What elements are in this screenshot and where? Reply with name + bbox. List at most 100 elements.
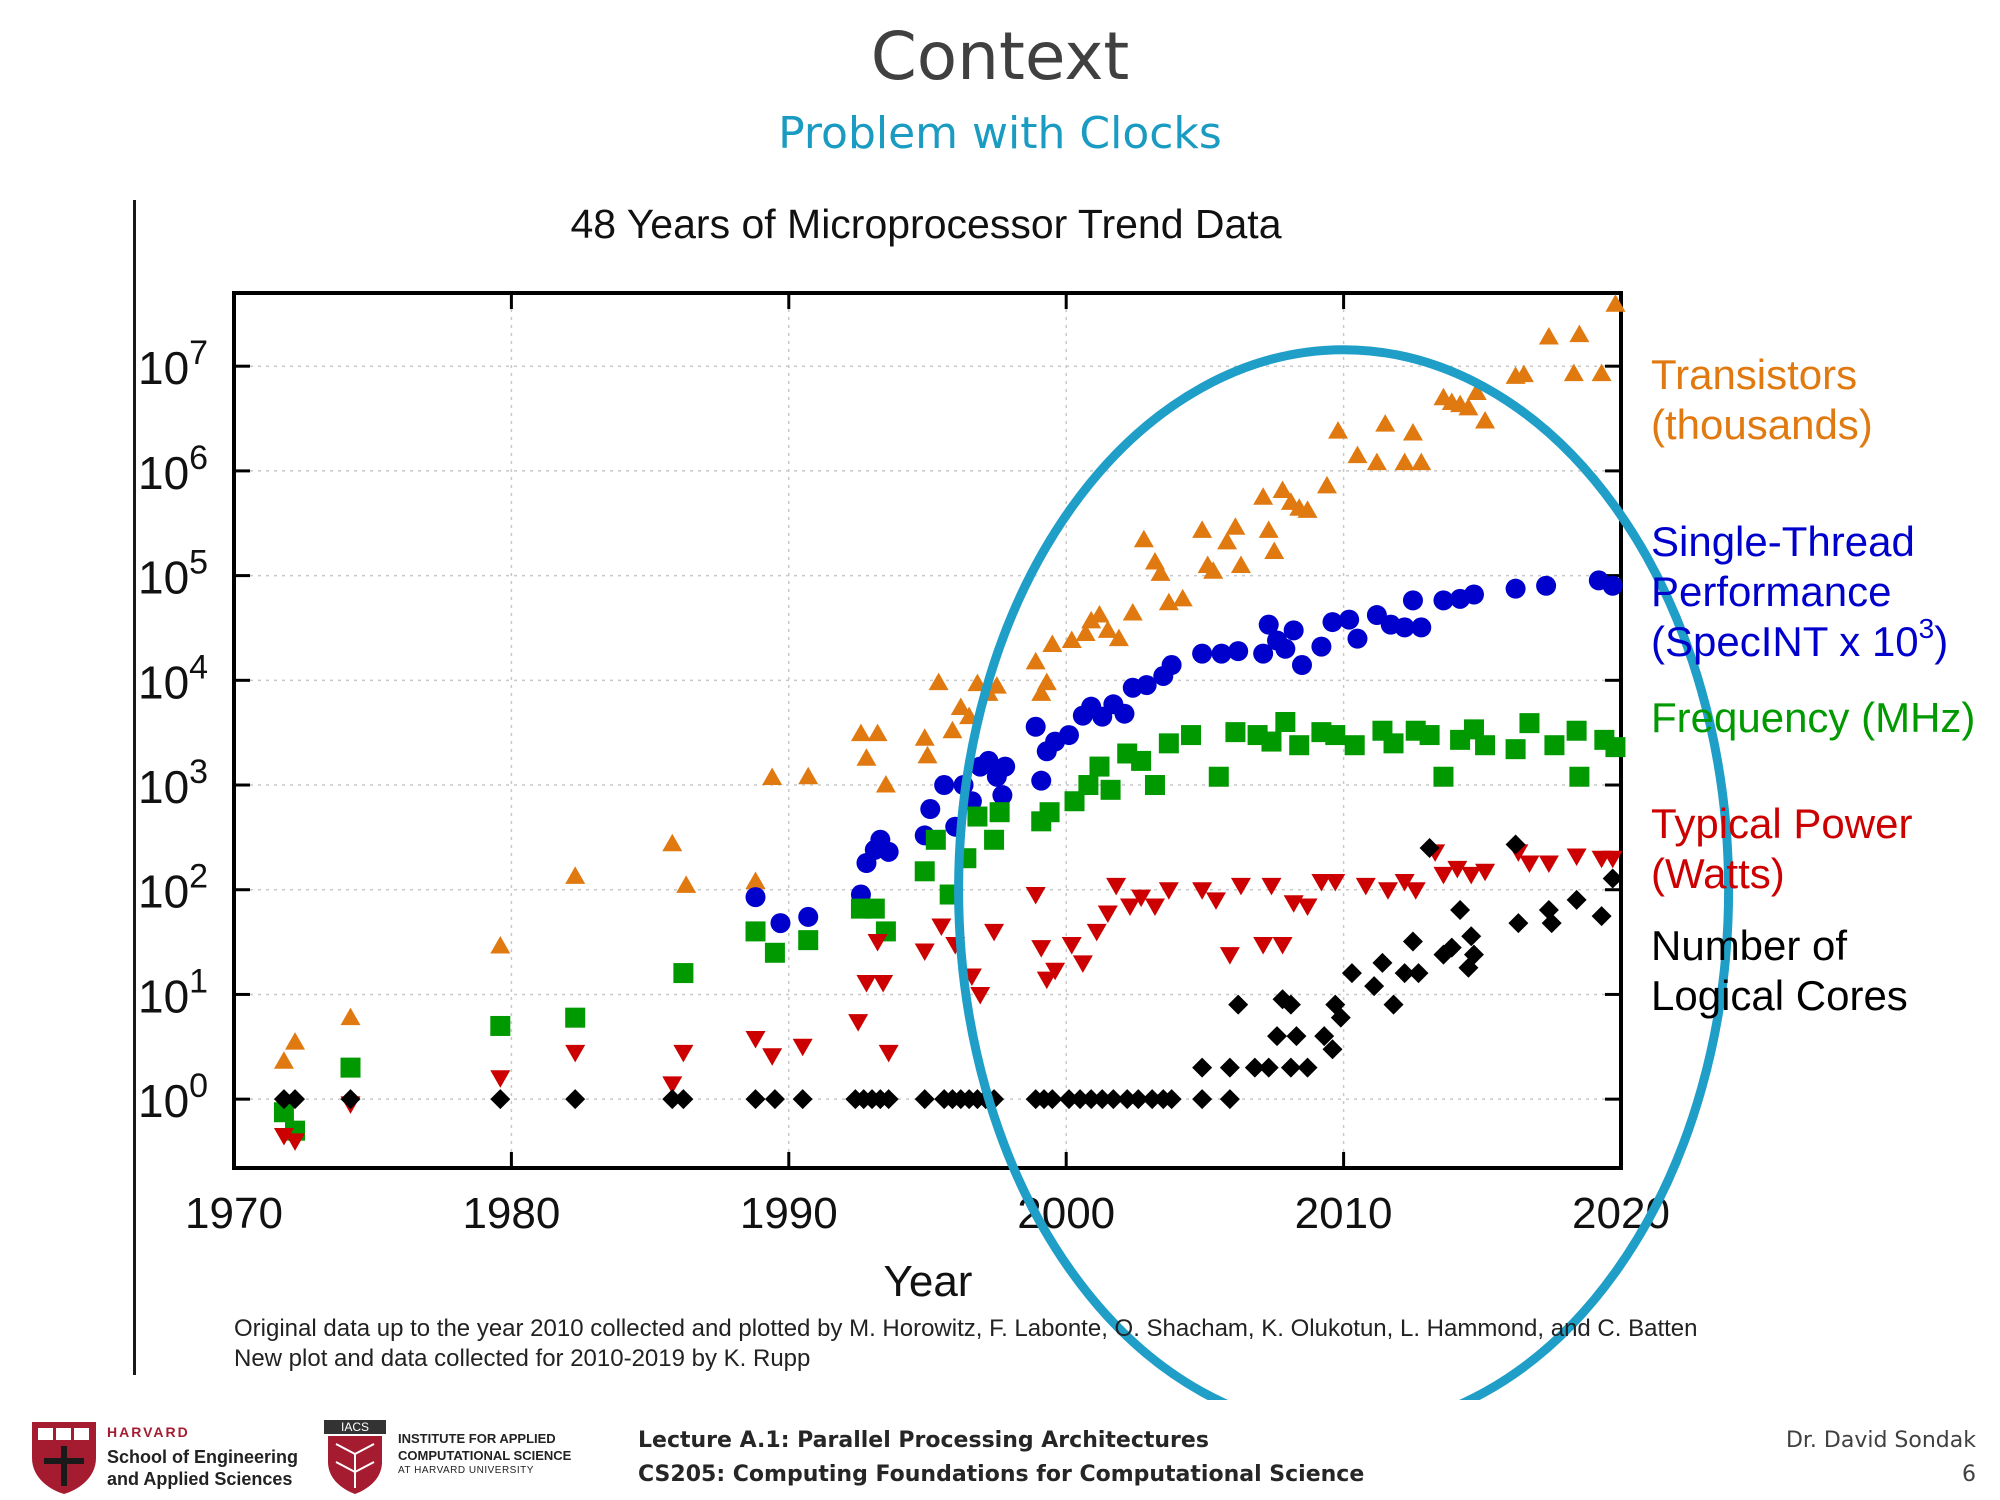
data-point [1036, 971, 1057, 990]
data-point [1347, 445, 1368, 464]
data-point [490, 1070, 511, 1088]
data-point [1064, 791, 1085, 812]
plot-frame [232, 291, 1623, 1170]
data-point [1355, 877, 1376, 896]
data-point [1031, 770, 1052, 791]
highlight-ellipse [954, 345, 1733, 1400]
data-point [1344, 735, 1365, 756]
data-point [1253, 487, 1274, 505]
data-point [875, 775, 896, 793]
data-point [1466, 382, 1487, 401]
series-2 [273, 711, 1626, 1141]
data-point [1230, 877, 1251, 896]
data-point [1591, 363, 1612, 382]
data-point [745, 1030, 766, 1049]
data-point [1097, 905, 1118, 923]
data-point [1070, 1089, 1091, 1110]
data-point [1089, 756, 1110, 777]
data-point [1089, 605, 1110, 623]
data-point [676, 875, 697, 893]
legend-label: Single-Thread [1651, 518, 1915, 565]
data-point [673, 1044, 694, 1063]
iacs-badge-text: IACS [341, 1420, 369, 1434]
legend-label: Typical Power [1651, 800, 1912, 847]
data-point [1158, 733, 1179, 754]
data-point [1475, 735, 1496, 756]
data-point [984, 829, 1005, 850]
data-point [1602, 575, 1623, 596]
data-point [285, 1089, 306, 1110]
data-point [1205, 892, 1226, 910]
data-point [1158, 882, 1179, 900]
data-point [878, 1089, 899, 1110]
data-point [1031, 683, 1052, 701]
data-point [1031, 940, 1052, 958]
data-point [1025, 651, 1046, 670]
data-point [798, 766, 819, 785]
slide-subtitle: Problem with Clocks [778, 108, 1222, 159]
data-point [920, 799, 941, 820]
data-point [1433, 866, 1454, 885]
data-point [1411, 452, 1432, 471]
data-point [1081, 1089, 1102, 1110]
data-point [340, 1007, 361, 1026]
data-point [1538, 900, 1559, 921]
data-point [1569, 766, 1590, 787]
data-point [1217, 531, 1238, 550]
data-point [1505, 834, 1526, 855]
data-point [914, 728, 935, 746]
data-point [1383, 994, 1404, 1015]
data-point [1161, 1089, 1182, 1110]
data-point [1311, 636, 1332, 657]
chart-caption-line-1: Original data up to the year 2010 collec… [234, 1315, 1697, 1342]
trend-chart: 48 Years of Microprocessor Trend Data 19… [138, 201, 1975, 1400]
data-point [565, 1089, 586, 1110]
data-point [867, 934, 888, 952]
data-point [273, 1127, 294, 1146]
data-point [1172, 588, 1193, 607]
data-point [273, 1089, 294, 1110]
data-point [1264, 541, 1285, 559]
data-point [867, 723, 888, 742]
data-point [989, 802, 1010, 823]
legend-label: Logical Cores [1651, 972, 1908, 1019]
data-point [745, 871, 766, 889]
data-point [662, 833, 683, 852]
data-point [1450, 900, 1471, 921]
data-point [662, 1076, 683, 1094]
data-point [745, 1089, 766, 1110]
y-tick-label: 103 [138, 753, 208, 813]
data-point [978, 750, 999, 771]
data-point [565, 866, 586, 884]
data-point [1103, 1089, 1124, 1110]
left-divider [133, 200, 136, 1375]
data-point [1372, 952, 1393, 973]
data-point [1039, 802, 1060, 823]
data-point [1433, 766, 1454, 787]
data-point [1275, 638, 1296, 659]
data-point [490, 936, 511, 954]
data-point [878, 841, 899, 862]
data-point [1192, 520, 1213, 538]
data-point [1330, 1007, 1351, 1028]
data-point [1602, 868, 1623, 889]
data-point [285, 1032, 306, 1050]
data-point [1275, 711, 1296, 732]
data-point [1441, 937, 1462, 958]
data-point [878, 1044, 899, 1063]
data-point [745, 887, 766, 908]
iacs-wordmark-line3: AT HARVARD UNIVERSITY [398, 1465, 534, 1476]
data-point [770, 913, 791, 934]
data-point [1192, 643, 1213, 664]
series-4 [273, 834, 1623, 1110]
course-title: CS205: Computing Foundations for Computa… [638, 1462, 1365, 1487]
data-point [1377, 882, 1398, 900]
chart-marks [273, 294, 1733, 1400]
data-point [1447, 860, 1468, 879]
data-point [1042, 1089, 1063, 1110]
lecture-info: Lecture A.1: Parallel Processing Archite… [638, 1424, 1364, 1492]
y-tick-label: 105 [138, 544, 208, 604]
data-point [925, 829, 946, 850]
data-point [1272, 480, 1293, 498]
data-point [1402, 590, 1423, 611]
